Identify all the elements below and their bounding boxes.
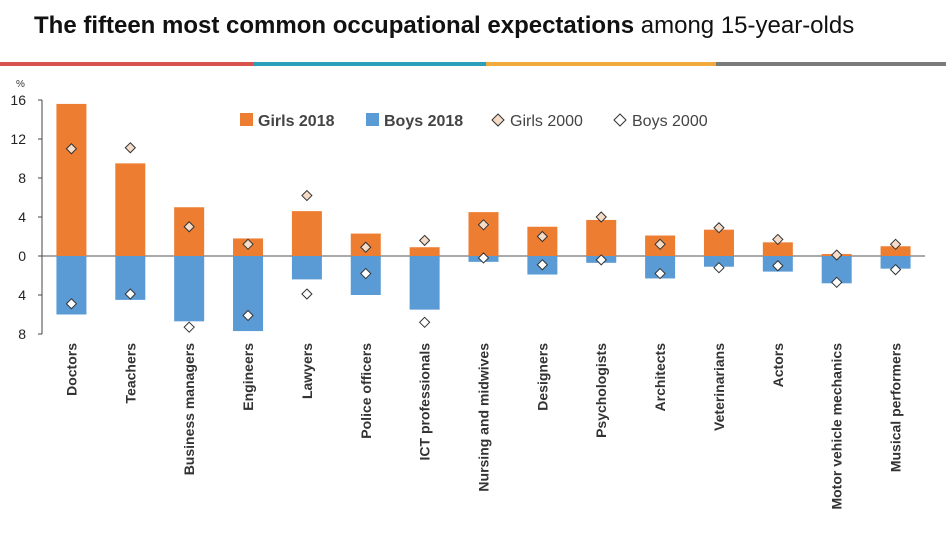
chart-title-bold: The fifteen most common occupational exp… — [34, 12, 635, 39]
chart-title: The fifteen most common occupational exp… — [34, 12, 854, 40]
marker-girls-2000 — [65, 143, 78, 155]
marker-girls-2000 — [713, 222, 725, 234]
marker-boys-2000 — [65, 298, 78, 310]
divider-segment-teal — [254, 62, 486, 66]
bar-girls-2018 — [468, 212, 499, 256]
y-tick-label: 12 — [10, 131, 26, 147]
divider-segment-grey — [716, 62, 946, 66]
category-label: ICT professionals — [417, 343, 433, 461]
y-tick-label: 8 — [18, 170, 26, 186]
bar-boys-2018 — [880, 256, 911, 269]
bar-girls-2018 — [409, 247, 440, 256]
marker-girls-2000 — [595, 211, 607, 223]
category-label: Designers — [534, 343, 550, 411]
category-label: Musical performers — [888, 343, 904, 472]
divider-segment-red — [0, 62, 254, 66]
marker-girls-2000 — [889, 238, 902, 251]
marker-girls-2000 — [183, 221, 195, 233]
bar-boys-2018 — [645, 256, 676, 279]
bar-boys-2018 — [703, 256, 734, 267]
category-label: Architects — [652, 343, 668, 412]
y-tick-label: 8 — [18, 326, 26, 342]
legend-label: Boys 2000 — [632, 113, 708, 130]
category-label: Motor vehicle mechanics — [829, 343, 845, 510]
marker-boys-2000 — [654, 267, 666, 280]
bar-girls-2018 — [762, 242, 793, 256]
divider-segment-orange — [486, 62, 716, 66]
bar-girls-2018 — [880, 246, 911, 256]
category-label: Police officers — [358, 343, 374, 439]
marker-girls-2000 — [124, 142, 137, 154]
legend-swatch — [366, 113, 379, 126]
y-tick-label: 0 — [18, 248, 26, 264]
marker-girls-2000 — [360, 241, 372, 253]
category-label: Teachers — [122, 343, 138, 404]
bar-girls-2018 — [115, 163, 146, 256]
marker-boys-2000 — [713, 261, 725, 274]
bar-girls-2018 — [56, 103, 87, 257]
legend-label: Girls 2000 — [510, 113, 583, 130]
legend-label: Boys 2018 — [384, 113, 463, 130]
marker-boys-2000 — [536, 259, 549, 271]
bar-boys-2018 — [291, 256, 322, 280]
legend-swatch — [491, 113, 505, 127]
marker-boys-2000 — [477, 252, 490, 264]
chart-title-rest: among 15-year-olds — [640, 12, 855, 39]
marker-girls-2000 — [772, 233, 784, 246]
marker-boys-2000 — [301, 288, 313, 300]
marker-boys-2000 — [124, 288, 137, 300]
marker-girls-2000 — [477, 219, 490, 231]
marker-girls-2000 — [536, 230, 549, 243]
y-tick-label: 4 — [18, 209, 26, 225]
marker-girls-2000 — [301, 189, 313, 202]
legend-label: Girls 2018 — [258, 113, 335, 130]
bar-girls-2018 — [291, 211, 322, 256]
legend-swatch — [613, 113, 627, 127]
bar-girls-2018 — [703, 229, 734, 256]
marker-girls-2000 — [242, 238, 254, 251]
marker-boys-2000 — [418, 316, 431, 329]
marker-boys-2000 — [889, 263, 902, 276]
bar-girls-2018 — [586, 219, 617, 256]
marker-boys-2000 — [242, 309, 254, 322]
bar-boys-2018 — [409, 256, 440, 310]
marker-boys-2000 — [360, 267, 372, 280]
category-label: Doctors — [63, 343, 79, 396]
category-label: Veterinarians — [711, 343, 727, 431]
category-label: Business managers — [181, 343, 197, 475]
y-tick-label: 16 — [10, 92, 26, 108]
marker-girls-2000 — [654, 238, 666, 251]
marker-boys-2000 — [772, 260, 784, 272]
category-label: Engineers — [240, 343, 256, 411]
marker-girls-2000 — [418, 234, 431, 247]
marker-girls-2000 — [830, 249, 843, 261]
marker-boys-2000 — [183, 321, 195, 333]
category-label: Actors — [770, 343, 786, 388]
y-tick-label: 4 — [18, 287, 26, 303]
marker-boys-2000 — [830, 276, 843, 289]
bar-boys-2018 — [174, 256, 205, 322]
legend-swatch — [240, 113, 253, 126]
title-divider — [0, 62, 946, 66]
y-unit-label: % — [16, 79, 25, 90]
category-label: Lawyers — [299, 343, 315, 399]
category-label: Nursing and midwives — [476, 343, 492, 492]
marker-boys-2000 — [595, 254, 607, 266]
category-label: Psychologists — [593, 343, 609, 438]
